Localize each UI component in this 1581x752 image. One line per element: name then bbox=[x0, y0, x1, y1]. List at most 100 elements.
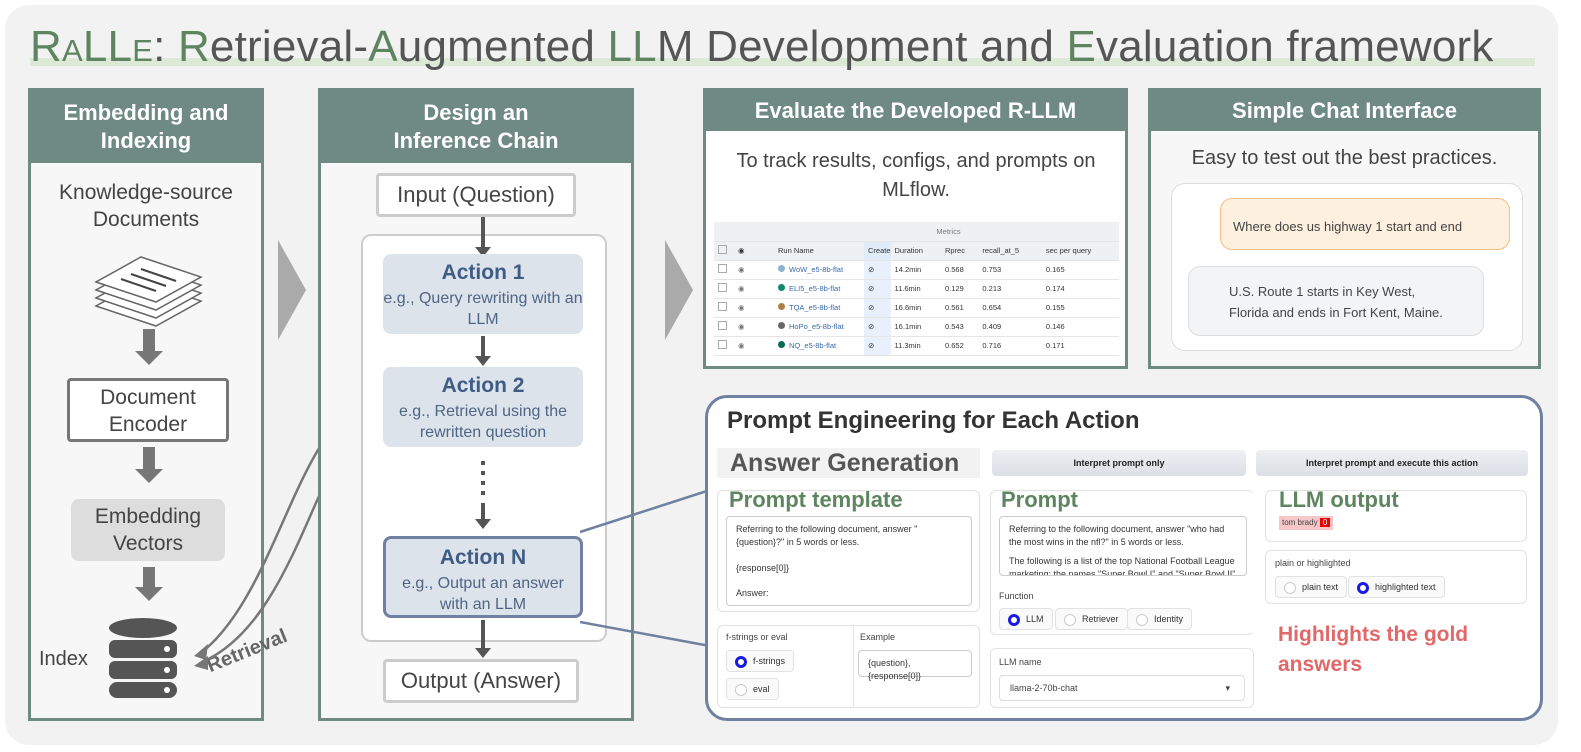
radio-identity[interactable]: Identity bbox=[1127, 608, 1193, 630]
radio-retriever[interactable]: Retriever bbox=[1055, 608, 1128, 630]
llm-output-card: LLM output tom brady 0 bbox=[1265, 487, 1527, 542]
eye-icon[interactable]: ◉ bbox=[734, 298, 774, 318]
ellipsis-dots bbox=[481, 461, 485, 501]
row-checkbox[interactable] bbox=[718, 283, 727, 292]
format-card: f-strings or eval f-strings eval Example… bbox=[717, 625, 980, 708]
panel-header: Embedding and Indexing bbox=[31, 91, 261, 163]
database-icon bbox=[109, 618, 177, 698]
match-badge: 0 bbox=[1319, 518, 1331, 527]
arrow bbox=[135, 329, 163, 365]
divider bbox=[853, 626, 854, 708]
display-mode-card: plain or highlighted plain text highligh… bbox=[1265, 550, 1527, 604]
row-checkbox[interactable] bbox=[718, 302, 727, 311]
status-check-icon: ⊘ bbox=[864, 298, 891, 318]
example-input[interactable]: {question}, {response[0]} bbox=[858, 650, 972, 681]
run-color-dot bbox=[778, 341, 785, 348]
index-label: Index bbox=[39, 648, 88, 670]
run-color-dot bbox=[778, 322, 785, 329]
radio-eval[interactable]: eval bbox=[726, 678, 779, 700]
run-name[interactable]: WoW_e5-8b-flat bbox=[774, 260, 864, 280]
radio-highlighted-text[interactable]: highlighted text bbox=[1348, 576, 1445, 598]
table-row[interactable]: ◉ TQA_e5-8b-flat ⊘ 16.6min 0.561 0.654 0.155 bbox=[714, 298, 1119, 318]
prompt-card: Prompt Referring to the following docume… bbox=[990, 487, 1254, 635]
action-1[interactable]: Action 1 e.g., Query rewriting with an LL… bbox=[383, 254, 583, 334]
chat-panel: Simple Chat Interface Easy to test out t… bbox=[1148, 88, 1541, 369]
row-checkbox[interactable] bbox=[718, 321, 727, 330]
row-checkbox[interactable] bbox=[718, 340, 727, 349]
run-color-dot bbox=[778, 303, 785, 310]
prompt-output[interactable]: Referring to the following document, ans… bbox=[999, 516, 1247, 576]
fmode-label: f-strings or eval bbox=[726, 632, 788, 642]
run-name[interactable]: ELI5_e5-8b-flat bbox=[774, 279, 864, 299]
title-underline bbox=[30, 58, 1535, 66]
embedding-panel: Embedding and Indexing Knowledge-source … bbox=[28, 88, 264, 721]
run-name[interactable]: TQA_e5-8b-flat bbox=[774, 298, 864, 318]
arrow bbox=[135, 567, 163, 601]
select-all-checkbox[interactable] bbox=[718, 245, 727, 254]
eye-icon[interactable]: ◉ bbox=[734, 279, 774, 299]
highlighted-answer: tom brady 0 bbox=[1279, 516, 1334, 530]
eye-icon[interactable]: ◉ bbox=[734, 317, 774, 337]
arrow bbox=[475, 217, 491, 257]
table-row[interactable]: ◉ ELI5_e5-8b-flat ⊘ 11.6min 0.129 0.213 0.174 bbox=[714, 279, 1119, 299]
embedding-vectors: Embedding Vectors bbox=[71, 499, 225, 561]
example-label: Example bbox=[860, 632, 896, 642]
page-title: RaLLe: Retrieval-Augmented LLM Developme… bbox=[30, 22, 1494, 71]
arrow bbox=[475, 503, 491, 529]
eye-icon[interactable]: ◉ bbox=[734, 336, 774, 356]
run-color-dot bbox=[778, 265, 785, 272]
user-message: Where does us highway 1 start and end bbox=[1220, 198, 1510, 250]
eye-icon[interactable]: ◉ bbox=[734, 241, 774, 261]
document-encoder: Document Encoder bbox=[67, 378, 229, 442]
prompt-template-card: Prompt template Referring to the followi… bbox=[717, 487, 980, 612]
run-name[interactable]: NQ_e5-8b-flat bbox=[774, 336, 864, 356]
zoom-lines bbox=[580, 488, 711, 648]
table-row[interactable]: ◉ HoPo_e5-8b-flat ⊘ 16.1min 0.543 0.409 0.146 bbox=[714, 317, 1119, 337]
flow-arrow-icon bbox=[665, 240, 693, 340]
mlflow-table: Metrics ◉ Run Name Create Duration Rprec r… bbox=[714, 222, 1119, 356]
panel-header: Design an Inference Chain bbox=[321, 91, 631, 163]
llm-output-title: LLM output bbox=[1279, 487, 1399, 512]
eye-icon[interactable]: ◉ bbox=[734, 260, 774, 280]
dropdown-arrow-icon: ▾ bbox=[1225, 683, 1230, 693]
input-box: Input (Question) bbox=[376, 173, 576, 217]
llm-name-card: LLM name llama-2-70b-chat ▾ bbox=[990, 648, 1254, 708]
run-name[interactable]: HoPo_e5-8b-flat bbox=[774, 317, 864, 337]
arrow bbox=[475, 336, 491, 366]
highlight-note: Highlights the gold answers bbox=[1278, 623, 1469, 676]
prompt-template-input[interactable]: Referring to the following document, ans… bbox=[726, 516, 972, 606]
status-check-icon: ⊘ bbox=[864, 336, 891, 356]
table-row[interactable]: ◉ WoW_e5-8b-flat ⊘ 14.2min 0.568 0.753 0.165 bbox=[714, 260, 1119, 280]
interpret-prompt-button[interactable]: Interpret prompt only bbox=[992, 450, 1246, 476]
chain-panel: Design an Inference Chain Input (Questio… bbox=[318, 88, 634, 721]
chat-window: Where does us highway 1 start and end U.… bbox=[1171, 183, 1523, 351]
prompt-title: Prompt bbox=[1001, 487, 1078, 512]
function-label: Function bbox=[999, 591, 1034, 601]
section-title: Answer Generation bbox=[717, 448, 980, 478]
arrow bbox=[135, 447, 163, 483]
action-2[interactable]: Action 2 e.g., Retrieval using the rewrit… bbox=[383, 367, 583, 447]
status-check-icon: ⊘ bbox=[864, 317, 891, 337]
status-check-icon: ⊘ bbox=[864, 260, 891, 280]
bot-message: U.S. Route 1 starts in Key West, Florida… bbox=[1188, 266, 1484, 336]
output-box: Output (Answer) bbox=[383, 659, 579, 703]
execute-action-button[interactable]: Interpret prompt and execute this action bbox=[1256, 450, 1528, 476]
panel-header: Simple Chat Interface bbox=[1151, 91, 1538, 131]
llm-name-select[interactable]: llama-2-70b-chat ▾ bbox=[999, 675, 1245, 701]
radio-llm[interactable]: LLM bbox=[999, 608, 1053, 630]
chat-desc: Easy to test out the best practices. bbox=[1191, 147, 1498, 169]
status-check-icon: ⊘ bbox=[864, 279, 891, 299]
panel-header: Evaluate the Developed R-LLM bbox=[706, 91, 1125, 131]
table-row[interactable]: ◉ NQ_e5-8b-flat ⊘ 11.3min 0.652 0.716 0.171 bbox=[714, 336, 1119, 356]
row-checkbox[interactable] bbox=[718, 264, 727, 273]
display-mode-label: plain or highlighted bbox=[1275, 558, 1351, 568]
evaluate-desc: To track results, configs, and prompts o… bbox=[736, 150, 1096, 201]
arrow bbox=[475, 620, 491, 658]
radio-f-strings[interactable]: f-strings bbox=[726, 650, 795, 672]
docs-label: Knowledge-source Documents bbox=[59, 181, 233, 231]
documents-icon bbox=[94, 256, 203, 327]
run-color-dot bbox=[778, 284, 785, 291]
prompt-template-title: Prompt template bbox=[729, 487, 903, 512]
radio-plain-text[interactable]: plain text bbox=[1275, 576, 1348, 598]
